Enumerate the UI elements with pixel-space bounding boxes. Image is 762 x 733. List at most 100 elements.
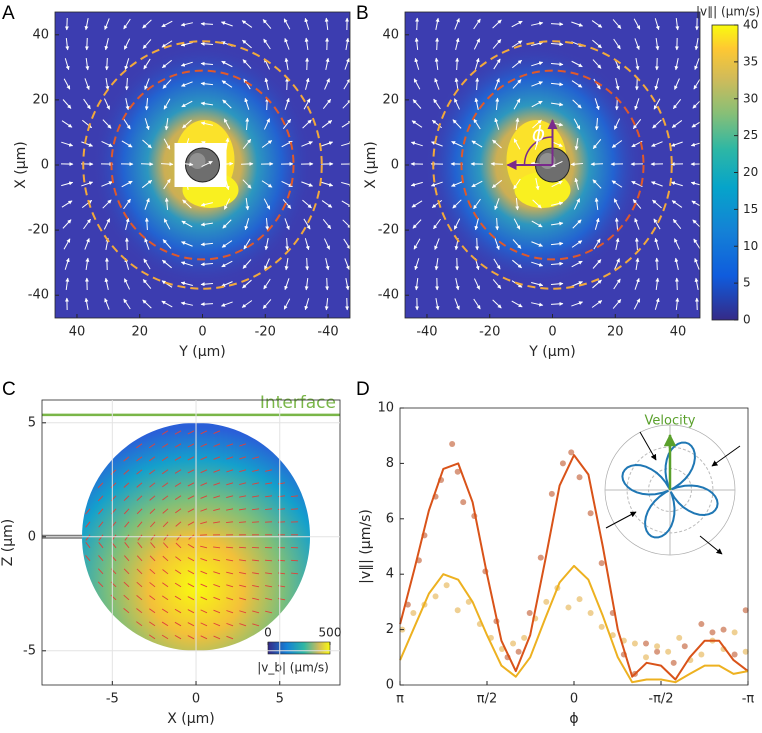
- flow-arrow: [263, 198, 271, 210]
- flow-arrow: [123, 118, 131, 130]
- surface-arrow: [148, 621, 156, 627]
- flow-arrow: [570, 162, 584, 167]
- flow-arrow: [612, 299, 622, 309]
- surface-arrow: [149, 595, 156, 601]
- surface-arrow: [98, 542, 104, 549]
- flow-arrow: [430, 181, 443, 187]
- flow-arrow: [513, 98, 521, 110]
- flow-arrow: [85, 57, 90, 71]
- surface-arrow: [239, 469, 247, 473]
- flow-arrow: [164, 117, 169, 131]
- flow-arrow: [163, 178, 171, 190]
- flow-arrow: [690, 142, 700, 147]
- data-point: [565, 604, 572, 611]
- data-point: [449, 441, 456, 448]
- surface-arrow: [123, 508, 130, 515]
- flow-arrow: [324, 78, 330, 90]
- colorbar-tick-label: 30: [743, 91, 758, 105]
- flow-arrow: [305, 77, 310, 90]
- flow-arrow: [284, 57, 289, 70]
- flow-arrow: [261, 140, 273, 148]
- surface-arrow: [85, 508, 91, 515]
- flow-arrow: [632, 199, 642, 209]
- flow-arrow: [84, 238, 90, 250]
- surface-arrow: [239, 521, 247, 523]
- surface-arrow: [136, 568, 143, 575]
- flow-arrow: [631, 180, 643, 188]
- flow-arrow: [435, 298, 440, 311]
- flow-arrow: [612, 19, 622, 29]
- flow-arrow: [531, 241, 543, 247]
- y-tick-label: 0: [41, 158, 49, 173]
- flow-arrow: [104, 277, 109, 290]
- data-point: [443, 582, 450, 589]
- flow-arrow: [101, 181, 113, 187]
- flow-arrow: [200, 242, 214, 247]
- inset-arrow: [605, 511, 637, 529]
- flow-arrow: [635, 257, 640, 271]
- flow-arrow: [304, 298, 310, 311]
- flow-arrow: [492, 279, 502, 289]
- flow-arrow: [654, 18, 660, 31]
- flow-arrow: [473, 198, 481, 210]
- flow-arrow: [62, 219, 72, 229]
- surface-arrow: [278, 559, 286, 562]
- flow-arrow: [531, 61, 544, 67]
- flow-arrow: [221, 60, 233, 68]
- flow-arrow: [200, 101, 214, 106]
- flow-arrow: [104, 18, 110, 30]
- flow-arrow: [161, 300, 173, 308]
- surface-arrow: [200, 622, 208, 627]
- surface-arrow: [161, 456, 169, 461]
- surface-arrow: [226, 622, 234, 627]
- flow-arrow: [144, 197, 150, 210]
- flow-arrow: [671, 200, 683, 208]
- flow-arrow: [284, 97, 290, 110]
- surface-arrow: [149, 469, 156, 475]
- y-tick-label: 40: [382, 27, 399, 42]
- surface-arrow: [174, 595, 182, 601]
- surface-arrow: [291, 508, 299, 510]
- data-point: [543, 598, 550, 605]
- flow-arrow: [242, 279, 252, 289]
- flow-arrow: [180, 42, 193, 47]
- data-point: [576, 474, 583, 481]
- data-point: [698, 621, 705, 628]
- flow-arrow: [302, 119, 312, 129]
- x-axis-label: Y (μm): [528, 344, 575, 360]
- flow-arrow: [412, 219, 422, 229]
- flow-arrow: [511, 20, 523, 28]
- flow-arrow: [572, 99, 582, 109]
- surface-arrow: [265, 482, 273, 485]
- flow-arrow: [511, 40, 523, 48]
- surface-arrow: [213, 622, 221, 627]
- surface-arrow: [123, 594, 130, 601]
- data-point: [731, 629, 738, 636]
- flow-arrow: [674, 58, 679, 71]
- flow-arrow: [61, 181, 74, 187]
- data-point: [598, 623, 605, 630]
- flow-arrow: [494, 238, 500, 251]
- flow-arrow: [164, 197, 169, 211]
- flow-arrow: [593, 238, 601, 250]
- flow-arrow: [324, 297, 329, 311]
- flow-arrow: [325, 258, 330, 271]
- inset-label: Velocity: [645, 414, 696, 429]
- flow-arrow: [471, 180, 483, 188]
- surface-arrow: [97, 495, 104, 502]
- flow-arrow: [493, 58, 501, 70]
- flow-arrow: [452, 199, 462, 209]
- surface-arrow: [226, 559, 234, 562]
- surface-arrow: [174, 608, 182, 614]
- surface-arrow: [226, 521, 234, 524]
- flow-arrow: [144, 78, 150, 90]
- flow-arrow: [473, 38, 481, 50]
- surface-arrow: [149, 555, 156, 562]
- flow-arrow: [62, 99, 72, 109]
- flow-arrow: [572, 219, 582, 229]
- y-tick-label: -40: [28, 288, 49, 303]
- flow-arrow: [592, 39, 602, 49]
- flow-arrow: [614, 258, 620, 270]
- surface-arrow: [213, 558, 221, 562]
- surface-arrow: [174, 469, 182, 474]
